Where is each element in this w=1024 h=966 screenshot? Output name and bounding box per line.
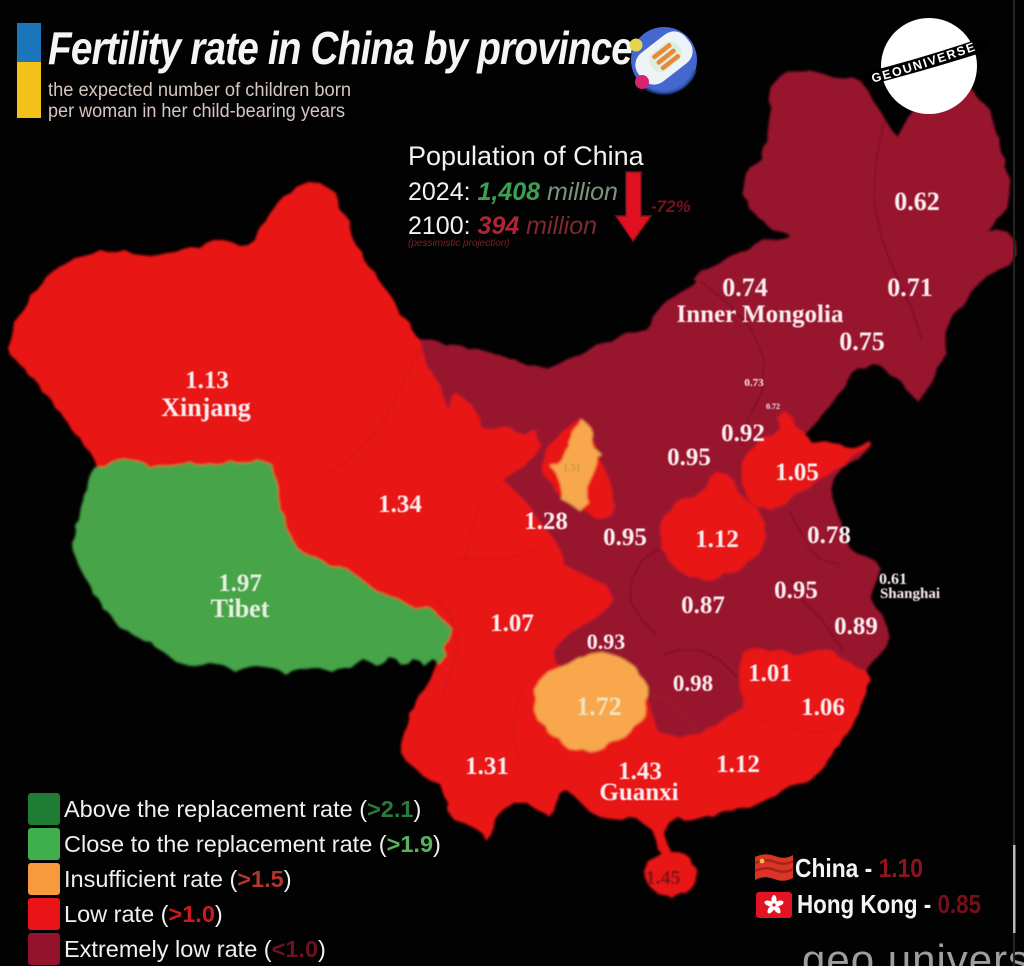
svg-text:Hong Kong - 0.85: Hong Kong - 0.85	[797, 889, 981, 919]
svg-text:1.12: 1.12	[716, 751, 760, 778]
svg-text:1.45: 1.45	[646, 867, 681, 889]
svg-text:Extremely low rate (<1.0): Extremely low rate (<1.0)	[64, 936, 326, 962]
svg-text:1.05: 1.05	[775, 459, 819, 486]
svg-text:Tibet: Tibet	[211, 594, 270, 623]
svg-text:1.72: 1.72	[576, 692, 622, 721]
svg-text:1.12: 1.12	[695, 526, 739, 553]
svg-text:0.92: 0.92	[721, 420, 765, 447]
svg-text:Xinjang: Xinjang	[161, 393, 251, 422]
svg-text:0.93: 0.93	[587, 629, 626, 654]
svg-text:0.78: 0.78	[807, 522, 851, 549]
svg-text:0.95: 0.95	[603, 524, 647, 551]
svg-text:0.62: 0.62	[894, 187, 940, 216]
svg-text:0.87: 0.87	[681, 592, 725, 619]
svg-text:1.01: 1.01	[748, 660, 792, 687]
svg-text:1.43: 1.43	[618, 758, 662, 785]
svg-text:1.97: 1.97	[218, 570, 262, 597]
svg-text:1.07: 1.07	[490, 610, 534, 637]
svg-text:per woman in her child-bearing: per woman in her child-bearing years	[48, 100, 345, 122]
svg-text:(pessimistic projection): (pessimistic projection)	[408, 238, 510, 249]
svg-text:1.06: 1.06	[801, 694, 845, 721]
svg-text:Shanghai: Shanghai	[880, 586, 940, 602]
svg-text:Low rate (>1.0): Low rate (>1.0)	[64, 901, 223, 927]
svg-text:geo universe: geo universe	[802, 936, 1024, 966]
svg-text:1.13: 1.13	[185, 367, 229, 394]
svg-text:0.75: 0.75	[839, 327, 885, 356]
svg-text:Close to the replacement rate: Close to the replacement rate (>1.9)	[64, 831, 441, 857]
svg-text:0.95: 0.95	[667, 444, 711, 471]
svg-text:1.28: 1.28	[524, 508, 568, 535]
svg-text:China - 1.10: China - 1.10	[795, 853, 923, 883]
svg-text:1.34: 1.34	[378, 491, 422, 518]
svg-text:Population of China: Population of China	[408, 141, 645, 171]
svg-text:2100: 394 million: 2100: 394 million	[408, 212, 597, 240]
svg-text:0.73: 0.73	[744, 377, 764, 389]
svg-text:1.31: 1.31	[465, 753, 509, 780]
svg-text:2024: 1,408 million: 2024: 1,408 million	[408, 178, 618, 206]
svg-text:-72%: -72%	[651, 197, 691, 216]
svg-text:Guanxi: Guanxi	[599, 779, 678, 806]
svg-text:Fertility rate in China by pro: Fertility rate in China by province	[48, 22, 632, 74]
svg-text:Above the replacement rate (>2: Above the replacement rate (>2.1)	[64, 796, 421, 822]
svg-text:0.95: 0.95	[774, 577, 818, 604]
svg-text:1.51: 1.51	[563, 463, 581, 474]
svg-text:0.61: 0.61	[879, 571, 907, 588]
svg-text:0.71: 0.71	[887, 273, 933, 302]
svg-text:0.74: 0.74	[722, 273, 768, 302]
svg-text:0.89: 0.89	[834, 613, 878, 640]
svg-text:0.98: 0.98	[673, 671, 713, 696]
svg-text:Insufficient rate (>1.5): Insufficient rate (>1.5)	[64, 866, 292, 892]
svg-text:0.72: 0.72	[766, 402, 780, 411]
svg-text:Inner Mongolia: Inner Mongolia	[677, 301, 844, 328]
svg-text:the expected number of childre: the expected number of children born	[48, 79, 351, 101]
